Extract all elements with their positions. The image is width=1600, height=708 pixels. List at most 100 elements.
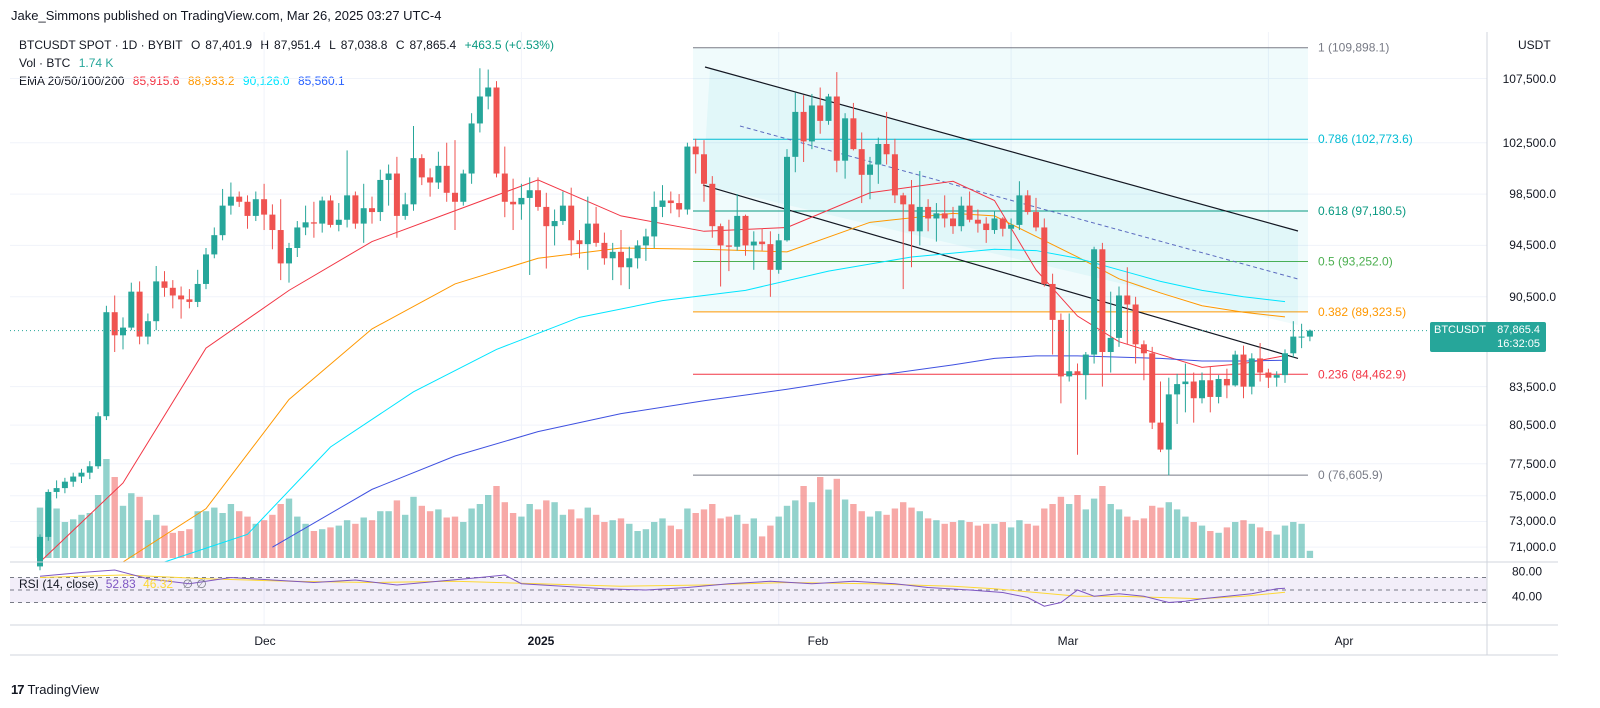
volume-label[interactable]: Vol · BTC xyxy=(19,56,71,70)
candle-body xyxy=(1091,249,1098,355)
currency-label[interactable]: USDT xyxy=(1518,38,1551,52)
ema200-value: 85,560.1 xyxy=(297,74,345,88)
candle-body xyxy=(360,208,367,224)
candle-body xyxy=(734,215,741,247)
candle-body xyxy=(1008,224,1015,229)
price-axis-label: 71,000.0 xyxy=(1509,540,1556,555)
candle-body xyxy=(974,219,981,224)
candle-body xyxy=(651,206,658,237)
volume-bar xyxy=(435,509,442,558)
fib-level-label: 0.5 (93,252.0) xyxy=(1318,254,1393,268)
symbol-name[interactable]: BTCUSDT SPOT · 1D · BYBIT xyxy=(19,38,183,52)
candle-body xyxy=(111,312,118,336)
volume-bar xyxy=(260,520,268,558)
candle-body xyxy=(269,214,276,231)
rsi-settings-icon[interactable]: ∅ xyxy=(196,577,207,591)
volume-bar xyxy=(576,518,583,558)
candle-body xyxy=(634,245,641,259)
candle-body xyxy=(858,149,865,175)
volume-bar xyxy=(1198,525,1206,558)
candle-body xyxy=(1265,372,1272,378)
volume-bar xyxy=(136,496,143,558)
volume-bar xyxy=(800,486,807,558)
candle-body xyxy=(676,203,683,210)
volume-bar xyxy=(808,502,816,558)
candle-body xyxy=(244,201,251,216)
ohlc-open: O 87,401.9 xyxy=(190,38,252,52)
candle-body xyxy=(784,156,790,241)
candle-body xyxy=(377,179,384,213)
volume-bar xyxy=(277,504,284,558)
candle-body xyxy=(1066,371,1073,377)
volume-bar xyxy=(1149,505,1156,558)
volume-bar xyxy=(1182,516,1189,558)
volume-bar xyxy=(543,500,550,558)
volume-bar xyxy=(534,509,542,558)
candle-body xyxy=(1199,380,1205,399)
volume-bar xyxy=(1207,531,1214,558)
candle-body xyxy=(1182,381,1189,385)
candle-body xyxy=(161,281,168,288)
volume-bar xyxy=(319,529,326,558)
publisher-line: Jake_Simmons published on TradingView.co… xyxy=(11,8,442,23)
volume-bar xyxy=(252,523,259,558)
fib-level-label: 0 (76,605.9) xyxy=(1318,468,1383,482)
candle-body xyxy=(875,144,882,165)
volume-bar xyxy=(916,511,923,558)
candle-body xyxy=(1232,354,1239,386)
candle-body xyxy=(867,164,873,175)
tradingview-logo[interactable]: 17 TradingView xyxy=(11,682,99,697)
candle-body xyxy=(501,173,508,202)
candle-body xyxy=(518,197,525,205)
ema-lines xyxy=(39,179,1286,563)
volume-bar xyxy=(186,529,193,558)
fib-level-label: 0.382 (89,323.5) xyxy=(1318,305,1406,319)
fib-level-label: 0.236 (84,462.9) xyxy=(1318,367,1406,381)
price-axis-label: 77,500.0 xyxy=(1509,456,1556,471)
volume-bar xyxy=(617,518,625,558)
candle-body xyxy=(800,111,807,142)
volume-bar xyxy=(335,525,342,558)
volume-bar xyxy=(742,523,749,558)
volume-bar xyxy=(153,514,160,558)
volume-bar xyxy=(202,511,210,558)
candle-body xyxy=(966,205,973,220)
volume-bar xyxy=(634,531,641,558)
candle-body xyxy=(1016,195,1023,225)
volume-bar xyxy=(983,523,990,558)
volume-bar xyxy=(1049,504,1056,558)
volume-bar xyxy=(1240,520,1247,558)
volume-bar xyxy=(177,531,185,558)
rsi-eye-icon[interactable]: ∅ xyxy=(182,577,193,591)
candle-body xyxy=(128,291,135,328)
volume-bar xyxy=(1157,507,1164,558)
candle-body xyxy=(410,158,417,205)
candle-body xyxy=(1248,358,1255,387)
candle-body xyxy=(535,190,541,207)
candle-body xyxy=(53,488,60,492)
volume-bar xyxy=(850,504,857,558)
volume-value: 1.74 K xyxy=(78,56,114,70)
rsi-label[interactable]: RSI (14, close) xyxy=(19,577,99,591)
volume-bar xyxy=(294,516,301,558)
volume-bar xyxy=(244,516,251,558)
candle-body xyxy=(236,196,243,202)
candle-body xyxy=(493,87,500,174)
volume-bar xyxy=(53,508,60,558)
candle-body xyxy=(1282,353,1288,376)
volume-bar xyxy=(1281,525,1289,558)
ema-label[interactable]: EMA 20/50/100/200 xyxy=(19,74,125,88)
ema-legend: EMA 20/50/100/200 85,915.6 88,933.2 90,1… xyxy=(19,74,350,88)
volume-bar xyxy=(883,514,890,558)
ema100-value: 90,126.0 xyxy=(242,74,290,88)
volume-bar xyxy=(194,511,201,558)
candle-body xyxy=(925,206,932,219)
ema50-line xyxy=(122,212,1286,563)
fib-level-label: 0.618 (97,180.5) xyxy=(1318,204,1406,218)
candle-body xyxy=(1107,337,1114,352)
volume-bar xyxy=(1107,504,1114,558)
candle-body xyxy=(609,251,616,259)
candle-body xyxy=(61,481,68,489)
volume-bar xyxy=(991,523,998,558)
